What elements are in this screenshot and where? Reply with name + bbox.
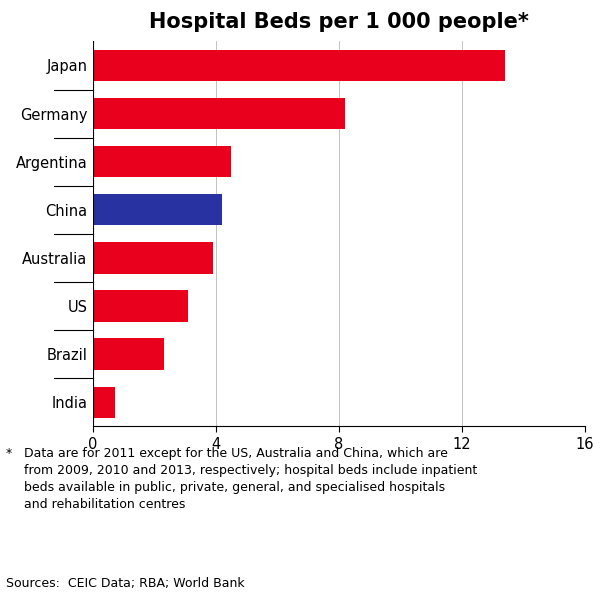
Bar — [93, 242, 213, 274]
Bar — [93, 98, 345, 129]
Title: Hospital Beds per 1 000 people*: Hospital Beds per 1 000 people* — [149, 12, 529, 31]
Bar — [93, 146, 232, 178]
Bar — [93, 387, 115, 418]
Bar — [93, 194, 222, 226]
Text: Sources:  CEIC Data; RBA; World Bank: Sources: CEIC Data; RBA; World Bank — [6, 577, 245, 590]
Bar — [93, 339, 164, 370]
Bar — [93, 290, 188, 321]
Bar — [93, 50, 505, 81]
Text: Data are for 2011 except for the US, Australia and China, which are
from 2009, 2: Data are for 2011 except for the US, Aus… — [24, 447, 477, 511]
Text: *: * — [6, 447, 12, 460]
